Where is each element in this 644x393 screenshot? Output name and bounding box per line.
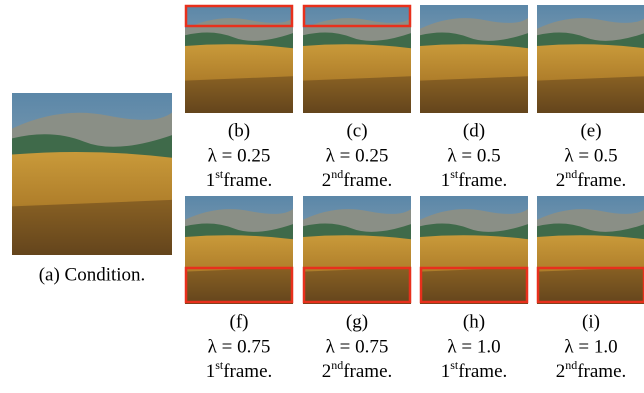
panel-lambda: λ = 0.5 [447,145,500,166]
panel-frame: 2ndframe. [322,358,393,383]
panel-label: (g) [346,311,368,332]
panel-frame: 2ndframe. [556,167,627,192]
panel-image [185,196,293,304]
condition-image [12,93,172,255]
panel-image [537,196,644,304]
condition-caption: (a) Condition. [39,264,146,285]
frame-text: frame. [458,170,507,191]
panel-label: (e) [580,120,601,141]
frame-text: frame. [458,361,507,382]
panel-frame: 1stframe. [206,358,273,383]
panel-frame: 2ndframe. [556,358,627,383]
frame-ordinal: 2 [556,170,566,191]
frame-ordinal: 1 [441,361,451,382]
panel-image [185,5,293,113]
panel-label: (c) [346,120,367,141]
frame-suffix: nd [565,167,577,181]
panel-label: (d) [463,120,485,141]
panel-label: (b) [228,120,250,141]
frame-text: frame. [577,170,626,191]
panel-lambda: λ = 1.0 [447,336,500,357]
frame-ordinal: 2 [556,361,566,382]
panel-lambda: λ = 1.0 [564,336,617,357]
panel-image [420,196,528,304]
frame-text: frame. [223,170,272,191]
panel-image [420,5,528,113]
panel-label: (h) [463,311,485,332]
frame-ordinal: 2 [322,170,332,191]
panel-image [303,196,411,304]
panel-label: (f) [230,311,249,332]
frame-text: frame. [343,361,392,382]
frame-text: frame. [577,361,626,382]
panel-label: (i) [582,311,600,332]
panel-frame: 2ndframe. [322,167,393,192]
frame-text: frame. [223,361,272,382]
panel-lambda: λ = 0.5 [564,145,617,166]
panel-frame: 1stframe. [441,358,508,383]
panel-image [537,5,644,113]
frame-ordinal: 1 [206,361,216,382]
panel-frame: 1stframe. [206,167,273,192]
panel-lambda: λ = 0.25 [326,145,389,166]
panel-lambda: λ = 0.25 [208,145,271,166]
frame-suffix: nd [331,167,343,181]
frame-ordinal: 1 [441,170,451,191]
frame-text: frame. [343,170,392,191]
panel-frame: 1stframe. [441,167,508,192]
figure: (a) Condition. (b)λ = 0.251stframe.(c)λ … [0,0,644,393]
frame-ordinal: 2 [322,361,332,382]
frame-suffix: nd [565,358,577,372]
panel-image [303,5,411,113]
frame-ordinal: 1 [206,170,216,191]
panel-lambda: λ = 0.75 [208,336,271,357]
frame-suffix: nd [331,358,343,372]
panel-lambda: λ = 0.75 [326,336,389,357]
